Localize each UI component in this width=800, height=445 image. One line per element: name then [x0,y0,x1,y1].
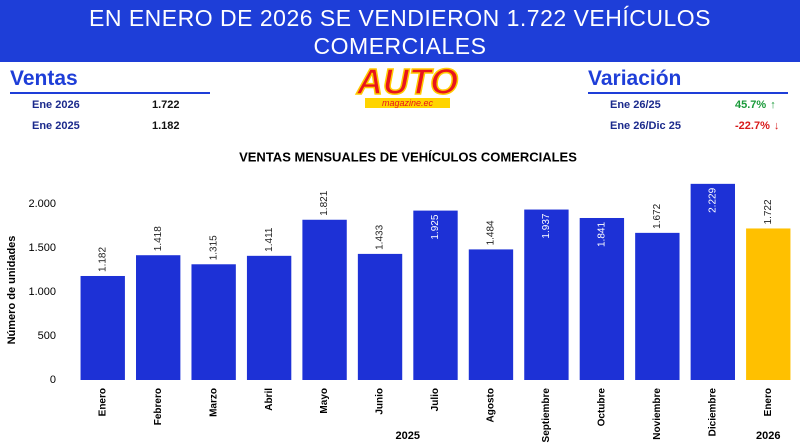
logo-name: AUTO [356,61,459,102]
y-axis-label: Número de unidades [6,236,18,345]
x-tick-label: Septiembre [541,388,552,443]
bar [413,210,458,380]
value-label: 1.841 [597,222,608,247]
arrow-down: ↓ [773,119,780,132]
variacion-box: Variación Ene 26/25 45.7% ↑ Ene 26/Dic 25 -… [588,66,788,136]
x-tick-label: Octubre [597,388,608,427]
x-tick-label: Julio [430,388,441,411]
value: 1.182 [152,119,180,132]
value-label: 1.433 [375,224,386,249]
y-tick-label: 2.000 [28,198,56,210]
value: 1.722 [152,98,180,111]
bar [690,183,735,380]
x-tick-label: Junio [375,388,386,415]
chart-title: VENTAS MENSUALES DE VEHÍCULOS COMERCIALE… [239,149,577,164]
bar [746,228,791,380]
x-tick-label: Enero [763,388,774,416]
bar [246,255,292,380]
chart: VENTAS MENSUALES DE VEHÍCULOS COMERCIALE… [6,149,791,443]
value-label: 1.672 [652,203,663,228]
x-tick-label: Agosto [486,388,497,422]
row: Ene 26/Dic 25 -22.7% ↓ [588,115,788,136]
row: Ene 26/25 45.7% ↑ [588,94,788,115]
logo-sub: magazine.ec [365,98,450,108]
value-label: 1.182 [97,247,108,272]
value: 45.7% [735,98,767,111]
value-label: 1.925 [430,214,441,239]
value-label: 1.821 [319,190,330,215]
x-tick-label: Noviembre [652,388,663,440]
x-tick-label: Enero [97,388,108,416]
value-label: 1.315 [208,235,219,260]
value-label: 1.418 [153,226,164,251]
logo: AUTO magazine.ec [345,61,470,108]
value-label: 1.722 [763,199,774,224]
bar [357,253,403,380]
arrow-up: ↑ [770,98,776,111]
value-label: 2.229 [707,187,718,212]
row: Ene 2026 1.722 [10,94,210,115]
label: Ene 26/25 [610,98,661,111]
x-group-label: 2025 [396,430,420,442]
ventas-title: Ventas [10,66,210,94]
label: Ene 2026 [32,98,80,111]
x-tick-label: Febrero [153,388,164,425]
x-tick-label: Diciembre [707,388,718,437]
x-tick-label: Mayo [319,388,330,414]
x-tick-label: Abril [264,388,275,411]
bar [80,275,125,380]
bar [635,232,680,380]
bar [524,209,569,380]
value-label: 1.411 [264,227,275,252]
y-tick-label: 500 [38,330,56,342]
value: -22.7% [735,119,770,132]
x-group-label: 2026 [756,430,780,442]
bar [136,255,181,380]
y-tick-label: 0 [50,374,56,386]
x-tick-label: Marzo [208,388,219,417]
y-tick-label: 1.500 [28,242,56,254]
label: Ene 2025 [32,119,80,132]
value-label: 1.484 [486,220,497,245]
bar [468,249,514,380]
header-title: EN ENERO DE 2026 SE VENDIERON 1.722 VEHÍ… [0,0,800,62]
ventas-box: Ventas Ene 2026 1.722 Ene 2025 1.182 [10,66,210,136]
label: Ene 26/Dic 25 [610,119,681,132]
row: Ene 2025 1.182 [10,115,210,136]
value-label: 1.937 [541,213,552,238]
variacion-title: Variación [588,66,788,94]
y-tick-label: 1.000 [28,286,56,298]
bar [302,219,347,380]
bar [191,264,236,380]
bar [579,217,625,380]
